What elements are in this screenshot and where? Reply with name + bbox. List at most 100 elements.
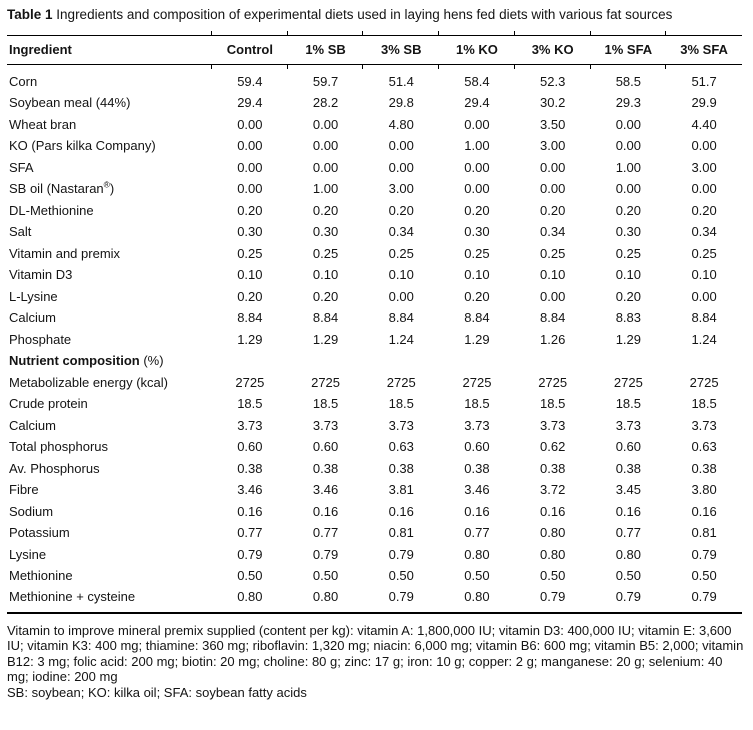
column-header-diet: 1% SFA [589,31,667,69]
value-cell: 0.16 [237,503,263,519]
table-row: Corn 59.4 59.7 51.4 58.4 52.3 58.5 51.7 [7,64,742,92]
value-cell: 0.16 [464,503,490,519]
value-cell: 0.79 [363,586,440,614]
ingredient-label: Soybean meal (44%) [9,95,131,111]
value-cell: 0.10 [691,267,717,283]
value-cell: 0.60 [237,439,263,455]
value-cell: 0.60 [615,439,642,455]
value-cell: 0.00 [691,181,717,197]
value-cell: 0.50 [691,568,717,584]
value-cell: 3.00 [388,181,414,197]
value-cell: 30.2 [540,95,566,111]
footnote-premix: Vitamin to improve mineral premix suppli… [7,622,744,685]
ingredient-label: Corn [9,74,38,90]
table-row: Crude protein 18.5 18.5 18.5 18.5 18.5 18.5 18.… [7,393,742,415]
table-row: Sodium 0.16 0.16 0.16 0.16 0.16 0.16 0.16 [7,501,742,523]
value-cell: 0.79 [590,586,667,614]
value-cell: 18.5 [388,396,414,412]
table-row: Fibre 3.46 3.46 3.81 3.46 3.72 3.45 3.80 [7,479,742,501]
table-row: Wheat bran 0.00 0.00 4.80 0.00 3.50 0.00 4.40 [7,114,742,136]
value-cell: 0.00 [312,138,339,154]
value-cell: 0.20 [312,202,339,218]
value-cell: 0.80 [212,586,288,614]
value-cell: 0.30 [237,224,263,240]
value-cell: 0.00 [540,181,566,197]
value-cell: 0.10 [237,267,263,283]
value-cell: 18.5 [615,396,642,412]
value-cell: 3.00 [691,159,717,175]
value-cell: 0.10 [540,267,566,283]
value-cell: 8.84 [464,310,490,326]
value-cell: 0.16 [312,503,339,519]
value-cell: 0.38 [237,460,263,476]
table-row: Lysine 0.79 0.79 0.79 0.80 0.80 0.80 0.79 [7,544,742,566]
column-header-diet: 1% KO [438,31,515,69]
value-cell: 0.34 [540,224,566,240]
value-cell: 3.81 [388,482,414,498]
ingredient-label: Fibre [9,482,39,498]
value-cell: 58.4 [464,74,490,90]
value-cell: 1.29 [464,331,490,347]
value-cell: 0.77 [464,525,490,541]
value-cell: 0.80 [615,546,642,562]
value-cell: 0.81 [691,525,717,541]
table-row: DL-Methionine 0.20 0.20 0.20 0.20 0.20 0.20 0.2… [7,200,742,222]
value-cell: 0.16 [540,503,566,519]
value-cell: 2725 [235,374,265,390]
table-caption-text: Ingredients and composition of experimen… [56,7,673,22]
table-row: Av. Phosphorus 0.38 0.38 0.38 0.38 0.38 0.38 0.… [7,458,742,480]
column-header-diet: 3% SB [362,31,440,69]
value-cell: 0.00 [615,138,642,154]
table-row: Methionine 0.50 0.50 0.50 0.50 0.50 0.50 0.50 [7,565,742,587]
value-cell: 0.77 [312,525,339,541]
value-cell: 0.30 [464,224,490,240]
table-row: Vitamin and premix 0.25 0.25 0.25 0.25 0.25 0.… [7,243,742,265]
value-cell: 8.84 [237,310,263,326]
value-cell: 1.29 [312,331,339,347]
footnote-abbreviations: SB: soybean; KO: kilka oil; SFA: soybean… [7,684,307,700]
value-cell: 0.10 [388,267,414,283]
value-cell: 1.29 [615,331,642,347]
value-cell: 58.5 [615,74,642,90]
value-cell: 8.83 [615,310,642,326]
value-cell: 0.80 [464,546,490,562]
value-cell: 3.73 [464,417,490,433]
table-row: Soybean meal (44%) 29.4 28.2 29.8 29.4 30.2 29… [7,92,742,114]
value-cell: 2725 [613,374,643,390]
value-cell: 0.63 [691,439,717,455]
value-cell: 3.46 [237,482,263,498]
value-cell: 3.46 [312,482,339,498]
ingredient-label: Vitamin and premix [9,245,121,261]
value-cell: 3.73 [540,417,566,433]
value-cell: 29.4 [464,95,490,111]
value-cell: 18.5 [464,396,490,412]
value-cell: 0.00 [464,181,490,197]
value-cell: 0.79 [237,546,263,562]
value-cell: 4.40 [691,116,717,132]
ingredient-label: Crude protein [9,396,88,412]
value-cell: 0.81 [388,525,414,541]
value-cell: 3.46 [464,482,490,498]
value-cell: 2725 [689,374,719,390]
value-cell: 0.79 [388,546,414,562]
value-cell: 0.25 [540,245,566,261]
value-cell: 0.00 [388,138,414,154]
value-cell: 1.00 [615,159,642,175]
ingredient-label: L-Lysine [9,288,58,304]
value-cell: 0.25 [691,245,717,261]
column-header-diet: 1% SB [286,31,364,69]
value-cell: 0.38 [388,460,414,476]
value-cell: 0.20 [237,288,263,304]
value-cell: 0.80 [540,546,566,562]
value-cell: 18.5 [312,396,339,412]
value-cell: 0.25 [237,245,263,261]
value-cell: 51.7 [691,74,717,90]
section-header: Nutrient composition (%) [7,350,742,372]
value-cell: 0.50 [540,568,566,584]
value-cell: 8.84 [540,310,566,326]
ingredient-label: Potassium [9,525,70,541]
table-row: SFA 0.00 0.00 0.00 0.00 0.00 1.00 3.00 [7,157,742,179]
value-cell: 0.00 [691,288,717,304]
value-cell: 3.72 [540,482,566,498]
